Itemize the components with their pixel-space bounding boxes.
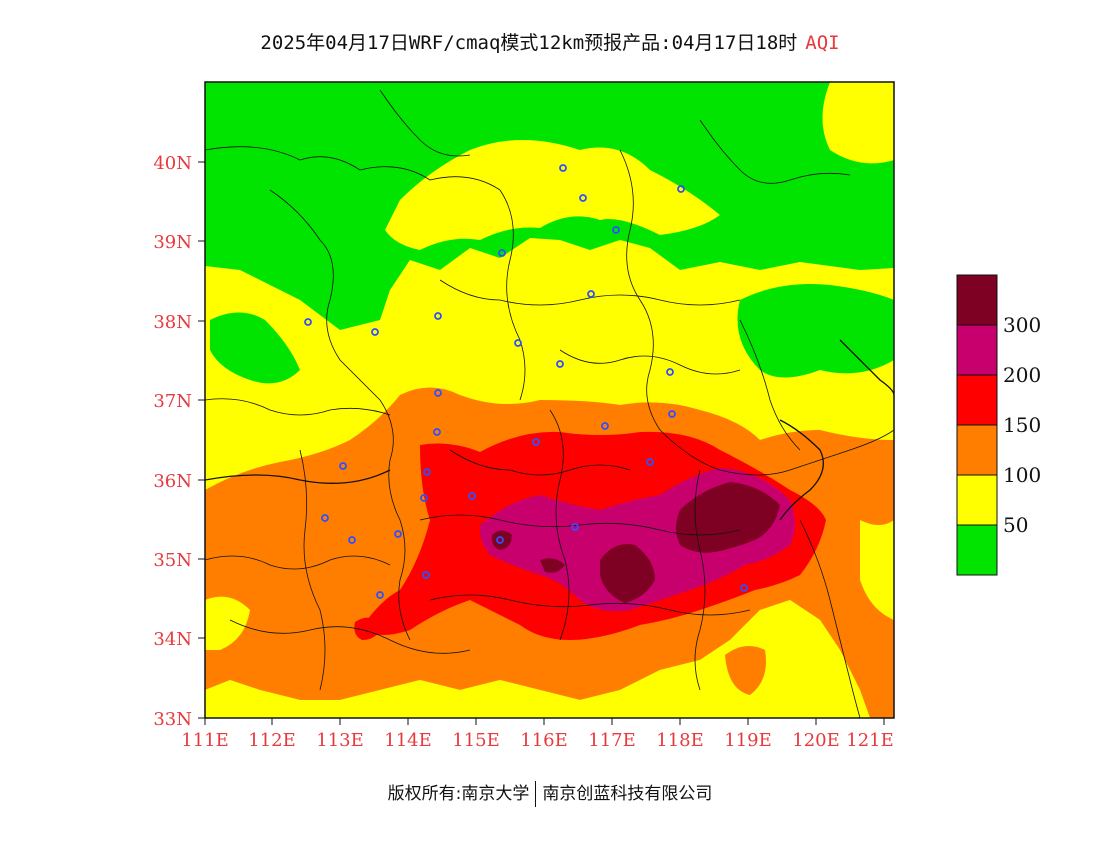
copyright-right: 南京创蓝科技有限公司 (542, 784, 713, 804)
legend-label: 300 (1003, 313, 1041, 337)
city-marker (433, 428, 441, 436)
y-tick-label: 38N (153, 312, 192, 333)
aqi-band-red-patch (354, 617, 382, 640)
city-marker (376, 591, 384, 599)
y-tick-label: 37N (153, 391, 192, 412)
legend-swatch-yellow (956, 474, 998, 526)
city-marker (434, 312, 442, 320)
x-tick-label: 116E (520, 730, 568, 751)
admin-boundaries (205, 89, 894, 718)
city-marker (587, 290, 595, 298)
aqi-field (205, 82, 894, 718)
x-tick-label: 117E (588, 730, 636, 751)
city-marker (556, 360, 564, 368)
city-marker (532, 438, 540, 446)
city-marker (498, 249, 506, 257)
x-tick-label: 112E (248, 730, 296, 751)
city-marker (666, 368, 674, 376)
legend-swatch-red (956, 374, 998, 426)
legend-label: 200 (1003, 363, 1041, 387)
footer-divider (535, 781, 537, 807)
legend-label: 150 (1003, 413, 1041, 437)
y-tick-label: 35N (153, 550, 192, 571)
y-tick-label: 39N (153, 232, 192, 253)
legend-swatch-magenta (956, 324, 998, 376)
x-tick-label: 115E (452, 730, 500, 751)
city-marker (304, 318, 312, 326)
city-marker (321, 514, 329, 522)
y-tick-label: 34N (153, 629, 192, 650)
aqi-band-green-west (210, 312, 300, 384)
legend-swatch-maroon (956, 274, 998, 326)
aqi-band-orange-south-patch (725, 646, 766, 695)
legend-swatch-green (956, 524, 998, 576)
city-marker (434, 389, 442, 397)
copyright-footer: 版权所有:南京大学 南京创蓝科技有限公司 (0, 779, 1100, 807)
aqi-band-green-east (737, 284, 894, 378)
legend-label: 100 (1003, 463, 1041, 487)
map-title: 2025年04月17日WRF/cmaq模式12km预报产品:04月17日18时 A… (0, 28, 1100, 55)
map-title-product: AQI (805, 32, 840, 54)
x-axis: 111E 112E 113E 114E 115E 116E 117E 118E … (181, 718, 894, 751)
city-marker (571, 523, 579, 531)
copyright-left: 版权所有:南京大学 (387, 784, 530, 804)
x-tick-label: 118E (656, 730, 704, 751)
city-marker (468, 492, 476, 500)
aqi-band-yellow-south (205, 600, 870, 718)
city-marker (339, 462, 347, 470)
aqi-band-yellow-e (860, 520, 894, 620)
city-marker (559, 164, 567, 172)
y-axis: 33N 34N 35N 36N 37N 38N 39N 40N (153, 153, 205, 730)
city-marker (740, 584, 748, 592)
aqi-band-maroon-central (600, 544, 655, 603)
x-tick-label: 113E (316, 730, 364, 751)
city-marker (579, 194, 587, 202)
major-boundaries (205, 339, 894, 521)
y-tick-label: 33N (153, 709, 192, 730)
legend-swatch-orange (956, 424, 998, 476)
city-marker (514, 339, 522, 347)
x-tick-label: 120E (792, 730, 840, 751)
city-marker (422, 571, 430, 579)
x-tick-label: 119E (724, 730, 772, 751)
city-markers (304, 164, 748, 599)
aqi-band-maroon-small (540, 558, 565, 573)
aqi-band-yellow-sw (205, 596, 250, 650)
aqi-band-yellow-ne (822, 82, 894, 164)
city-marker (394, 530, 402, 538)
city-marker (612, 226, 620, 234)
city-marker (646, 458, 654, 466)
legend-label: 50 (1003, 513, 1028, 537)
city-marker (677, 185, 685, 193)
city-marker (601, 422, 609, 430)
y-tick-label: 40N (153, 153, 192, 174)
x-tick-label: 111E (181, 730, 229, 751)
aqi-band-yellow-north (385, 140, 720, 250)
x-tick-label: 114E (384, 730, 432, 751)
city-marker (348, 536, 356, 544)
city-marker (668, 410, 676, 418)
city-marker (423, 468, 431, 476)
city-marker (371, 328, 379, 336)
map-title-main: 2025年04月17日WRF/cmaq模式12km预报产品:04月17日18时 (260, 32, 798, 54)
aqi-legend: 50 100 150 200 300 (956, 274, 1041, 576)
y-tick-label: 36N (153, 471, 192, 492)
city-marker (496, 536, 504, 544)
aqi-band-maroon-west (491, 530, 512, 550)
city-marker (420, 494, 428, 502)
x-tick-label: 121E (846, 730, 894, 751)
